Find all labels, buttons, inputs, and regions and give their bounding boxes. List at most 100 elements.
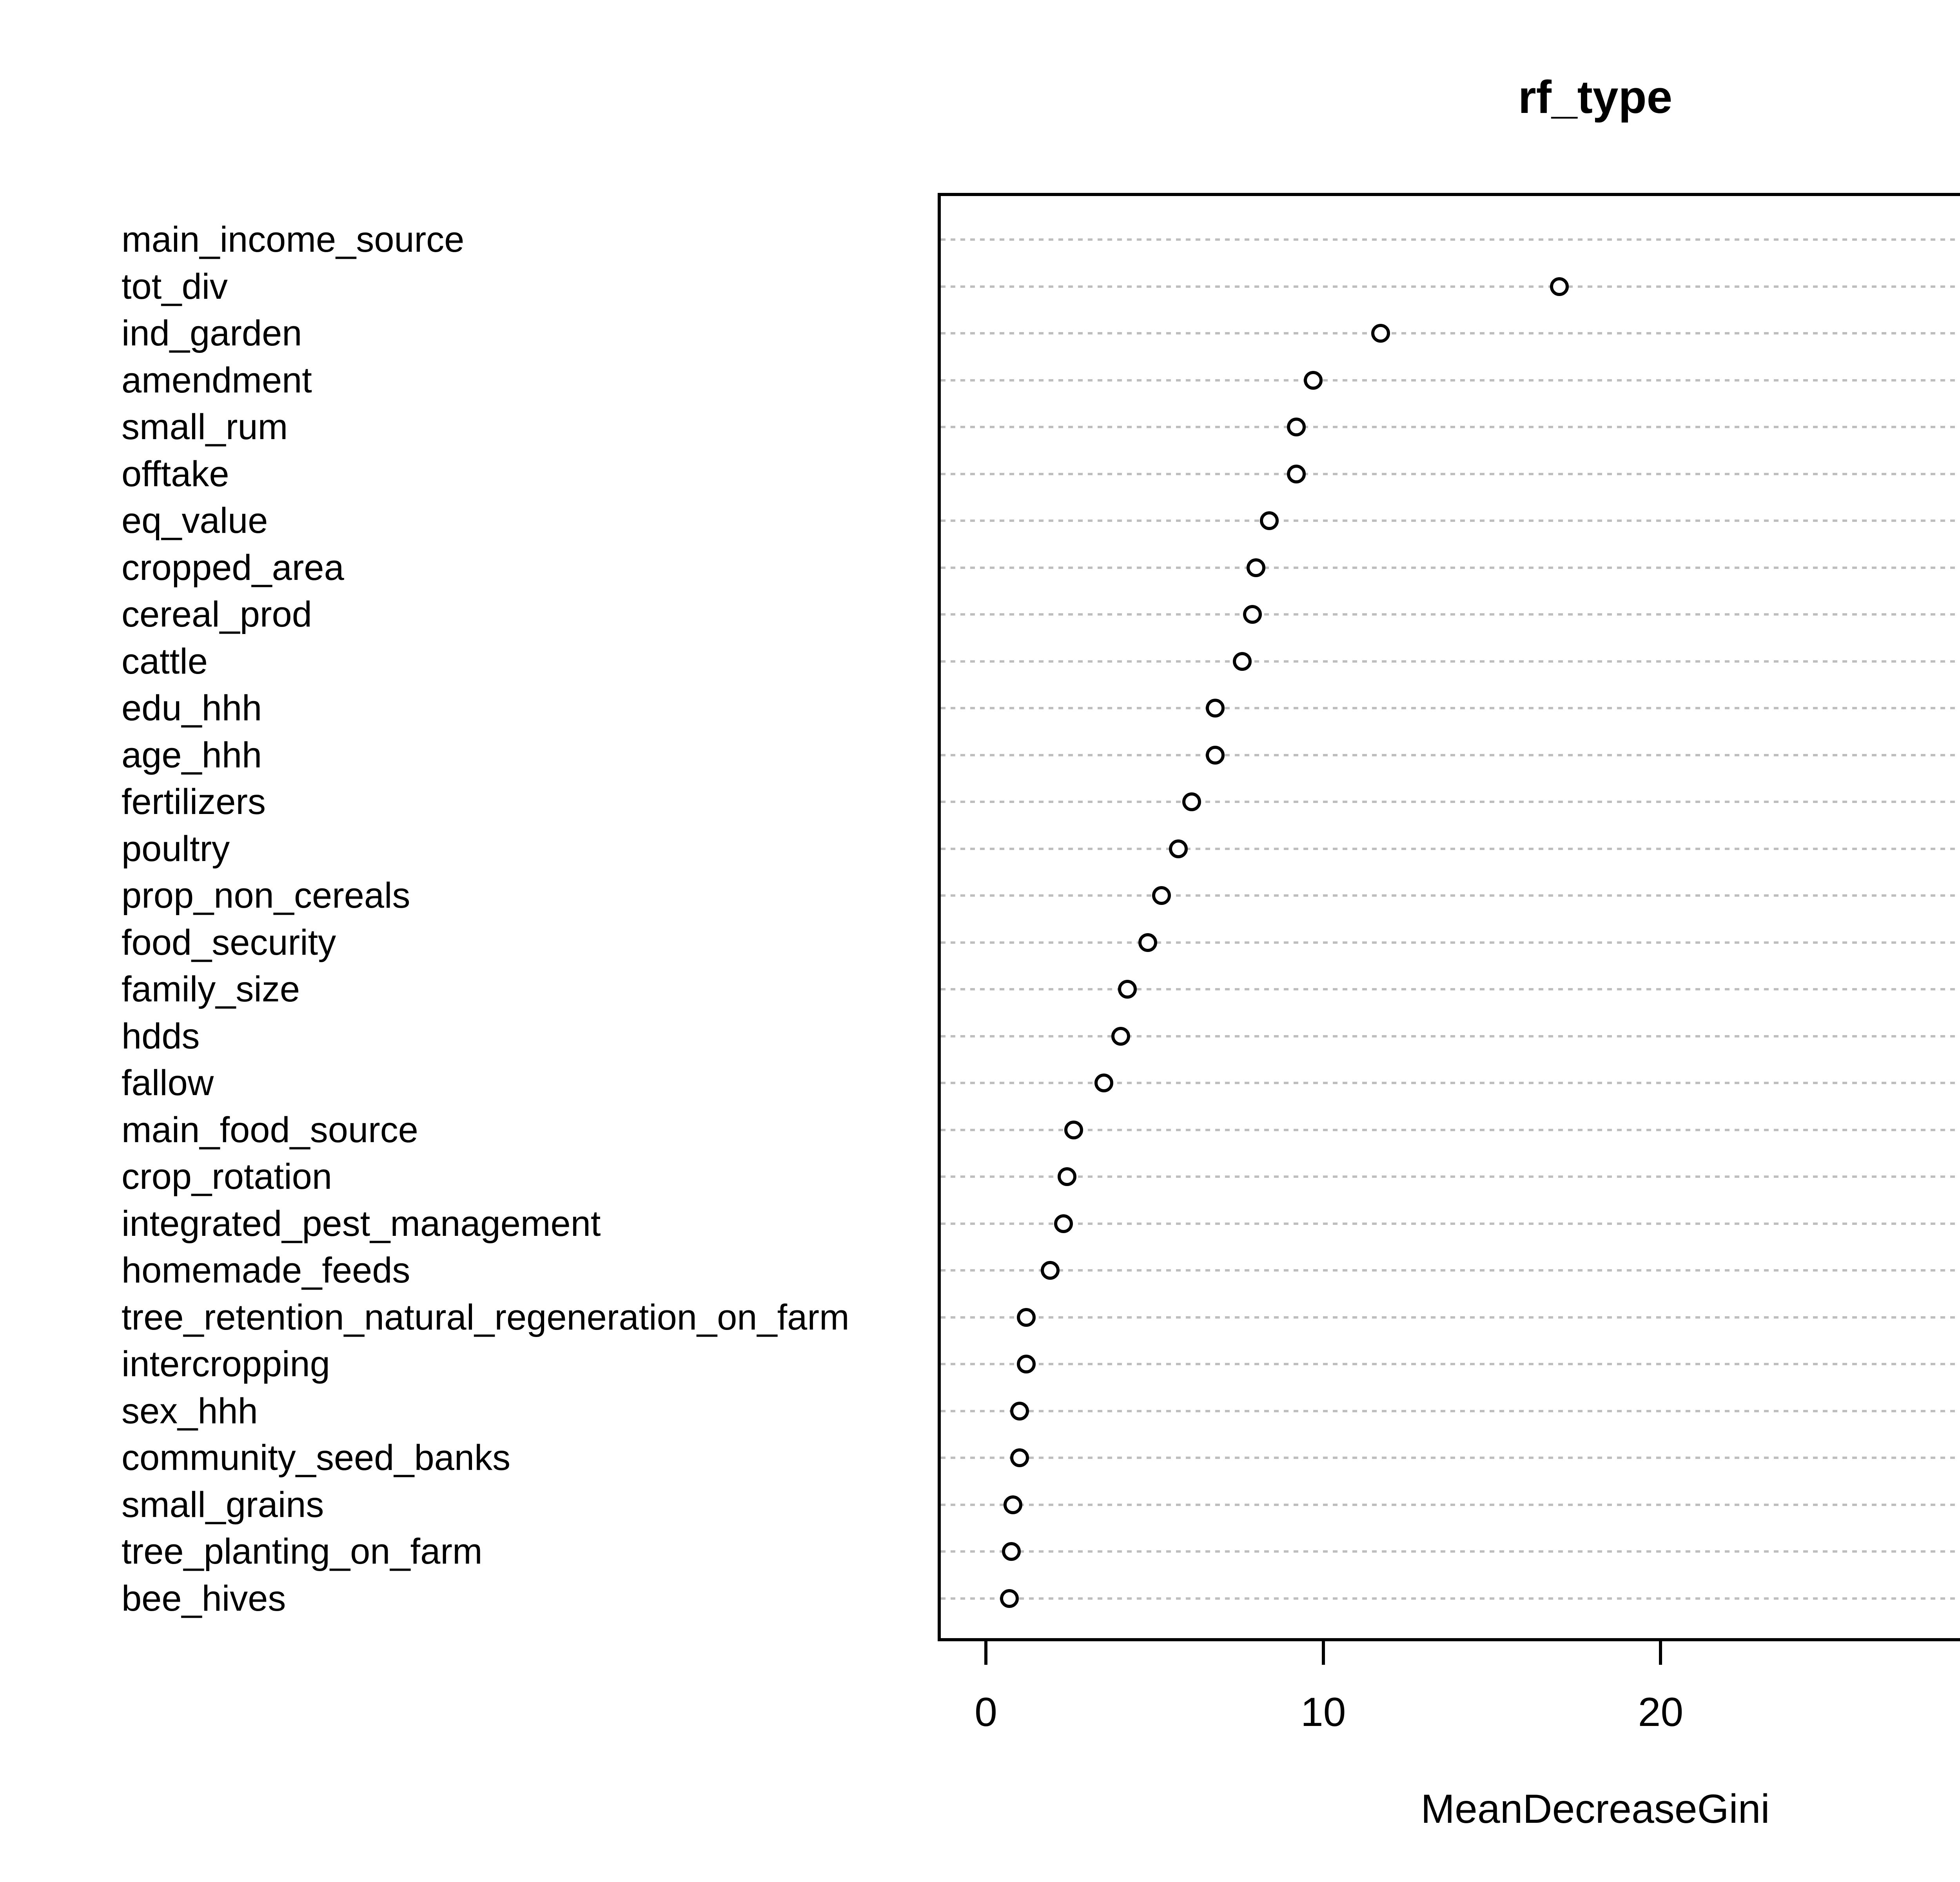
category-label: small_grains <box>122 1484 324 1525</box>
category-label: prop_non_cereals <box>122 876 410 916</box>
x-axis-tick-label: 20 <box>1638 1689 1684 1735</box>
data-point <box>1152 886 1171 905</box>
data-point <box>1010 1401 1029 1421</box>
x-axis-tick <box>984 1641 987 1665</box>
data-point <box>1287 418 1306 436</box>
gridline <box>941 894 1960 897</box>
x-axis-tick-label: 30 <box>1939 1690 1960 1735</box>
gridline <box>941 660 1960 663</box>
data-point <box>1371 324 1390 343</box>
data-point <box>1054 1214 1073 1233</box>
category-label: sex_hhh <box>122 1391 258 1431</box>
category-label: food_security <box>122 922 336 963</box>
gridline <box>941 1175 1960 1178</box>
gridline <box>941 1363 1960 1365</box>
gridline <box>941 801 1960 803</box>
category-label: intercropping <box>122 1344 330 1384</box>
data-point <box>1206 699 1225 718</box>
category-label: hdds <box>122 1016 200 1056</box>
category-label: poultry <box>122 828 230 869</box>
category-label: age_hhh <box>122 735 262 775</box>
gridline <box>941 285 1960 288</box>
data-point <box>1259 511 1279 530</box>
data-point <box>1246 558 1265 577</box>
data-point <box>1303 371 1323 390</box>
category-label: edu_hhh <box>122 688 262 728</box>
gridline <box>941 1128 1960 1131</box>
category-label: small_rum <box>122 407 288 447</box>
data-point <box>1111 1026 1131 1046</box>
gridline <box>941 1269 1960 1272</box>
gridline <box>941 1410 1960 1412</box>
gridline <box>941 707 1960 709</box>
x-axis-tick <box>1321 1641 1325 1665</box>
x-axis-tick-label: 10 <box>1300 1689 1346 1735</box>
gridline <box>941 847 1960 850</box>
x-axis-tick-label: 0 <box>975 1689 997 1735</box>
data-point <box>1002 1542 1021 1561</box>
gridline <box>941 613 1960 616</box>
category-label: eq_value <box>122 501 268 541</box>
gridline <box>941 1316 1960 1319</box>
gridline <box>941 754 1960 756</box>
gridline <box>941 1503 1960 1506</box>
category-label: integrated_pest_management <box>122 1203 601 1244</box>
data-point <box>1017 1308 1036 1327</box>
gridline <box>941 472 1960 475</box>
data-point <box>1094 1074 1114 1092</box>
data-point <box>1206 745 1225 765</box>
gridline <box>941 238 1960 241</box>
data-point <box>1118 980 1137 999</box>
category-label: cereal_prod <box>122 594 312 634</box>
category-label: fertilizers <box>122 782 266 822</box>
category-label: main_income_source <box>122 220 465 260</box>
chart-title: rf_type <box>1518 71 1673 123</box>
category-label: main_food_source <box>122 1110 418 1150</box>
data-point <box>1233 652 1252 671</box>
data-point <box>1000 1589 1019 1608</box>
gridline <box>941 332 1960 334</box>
gridline <box>941 941 1960 944</box>
gridline <box>941 566 1960 569</box>
category-label: ind_garden <box>122 313 302 353</box>
category-label: tot_div <box>122 266 228 307</box>
gridline <box>941 1597 1960 1600</box>
category-label: crop_rotation <box>122 1157 332 1197</box>
category-label: cattle <box>122 641 208 681</box>
plot-box <box>938 193 1960 1641</box>
gridline <box>941 426 1960 428</box>
category-label: tree_planting_on_farm <box>122 1531 483 1571</box>
x-axis-tick <box>1659 1641 1662 1665</box>
data-point <box>1243 605 1262 624</box>
data-point <box>1040 1261 1060 1280</box>
category-label: cropped_area <box>122 547 344 588</box>
gridline <box>941 988 1960 990</box>
data-point <box>1064 1120 1083 1139</box>
category-label: tree_retention_natural_regeneration_on_f… <box>122 1297 849 1337</box>
gridline <box>941 520 1960 522</box>
gridline <box>941 1457 1960 1459</box>
data-point <box>1017 1355 1036 1373</box>
data-point <box>1010 1448 1029 1467</box>
gridline <box>941 1550 1960 1553</box>
gridline <box>941 1222 1960 1225</box>
category-label: homemade_feeds <box>122 1250 410 1290</box>
data-point <box>1057 1167 1076 1186</box>
category-label: offtake <box>122 454 229 494</box>
data-point <box>1287 464 1306 483</box>
category-label: bee_hives <box>122 1578 286 1619</box>
category-label: family_size <box>122 969 300 1009</box>
data-point <box>1169 839 1188 858</box>
data-point <box>1138 933 1158 952</box>
gridline <box>941 379 1960 381</box>
data-point <box>1182 792 1201 811</box>
gridline <box>941 1035 1960 1037</box>
x-axis-title: MeanDecreaseGini <box>1421 1786 1770 1832</box>
category-label: community_seed_banks <box>122 1438 511 1478</box>
data-point <box>1550 277 1569 296</box>
category-label: fallow <box>122 1063 214 1103</box>
data-point <box>1003 1495 1022 1514</box>
gridline <box>941 1082 1960 1084</box>
category-label: amendment <box>122 360 312 400</box>
